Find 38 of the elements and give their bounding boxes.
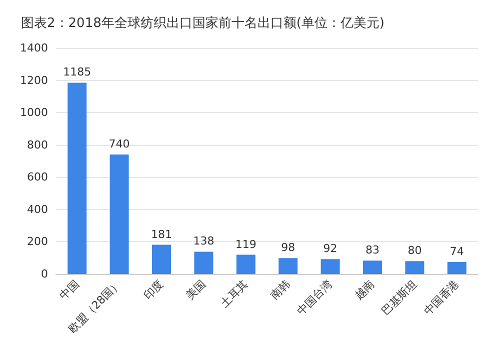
x-tick-label: 中国 [56, 277, 82, 302]
x-tick-label: 巴基斯坦 [378, 277, 420, 318]
bar [110, 154, 129, 274]
data-label: 740 [108, 138, 130, 151]
bar [194, 252, 214, 274]
x-tick-label: 中国台湾 [294, 277, 335, 318]
y-tick-label: 0 [41, 268, 48, 280]
y-tick-label: 600 [27, 170, 48, 184]
x-tick-label: 南韩 [268, 277, 293, 302]
data-label: 80 [408, 244, 422, 258]
data-label: 119 [235, 238, 256, 251]
bar [278, 258, 298, 274]
y-tick-label: 800 [27, 138, 48, 152]
data-label: 1185 [63, 66, 92, 79]
data-label: 83 [366, 244, 380, 257]
data-label: 138 [193, 234, 214, 248]
x-tick-label: 美国 [184, 277, 208, 302]
y-tick-label: 200 [27, 235, 48, 248]
chart-title: 图表2：2018年全球纺织出口国家前十名出口额(单位：亿美元) [21, 15, 384, 31]
y-tick-label: 1200 [20, 74, 48, 87]
x-tick-label: 中国香港 [421, 277, 462, 318]
data-label: 181 [151, 228, 172, 241]
x-tick-label: 越南 [352, 277, 378, 302]
data-label: 92 [323, 242, 338, 256]
x-tick-label: 土耳其 [218, 277, 250, 310]
y-tick-label: 400 [27, 202, 48, 216]
bar [447, 262, 466, 274]
bar [320, 259, 340, 274]
y-tick-label: 1000 [20, 106, 48, 120]
y-tick-label: 1400 [20, 42, 48, 54]
data-label: 98 [281, 241, 296, 254]
bar [363, 260, 382, 274]
x-tick-label: 印度 [141, 277, 166, 302]
bar [405, 261, 424, 274]
bar [152, 244, 171, 274]
data-label: 74 [450, 245, 464, 258]
bar [68, 82, 87, 274]
bar [236, 254, 256, 274]
